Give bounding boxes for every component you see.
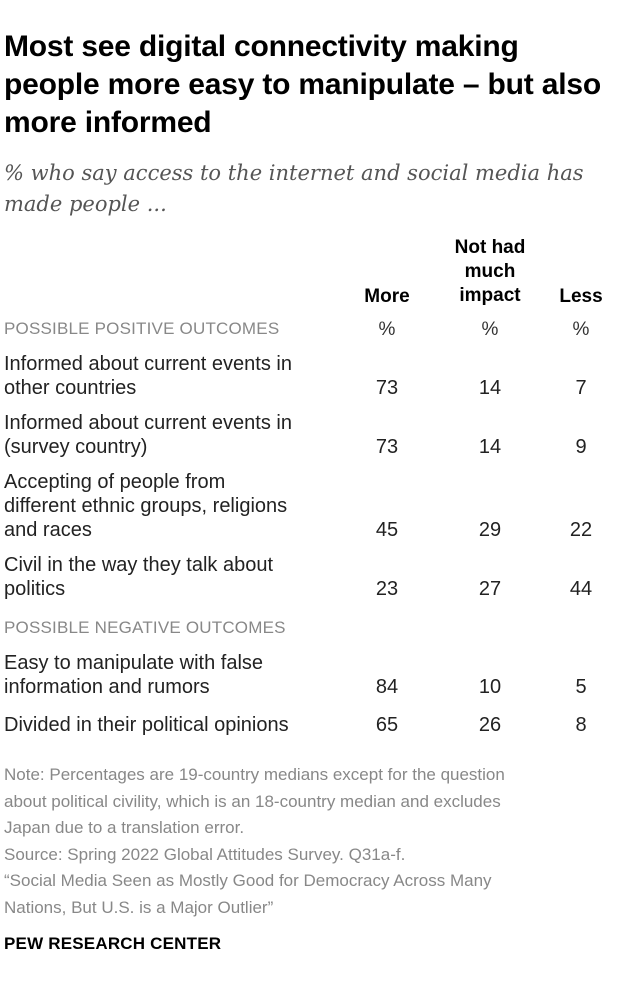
- percent-sign-more: %: [378, 319, 396, 340]
- brand-logo-text: PEW RESEARCH CENTER: [4, 934, 222, 953]
- section-label-negative: POSSIBLE NEGATIVE OUTCOMES: [4, 618, 286, 637]
- value-not-had-much-impact: 10: [478, 676, 502, 698]
- value-less: 7: [575, 377, 587, 399]
- value-more: 65: [375, 714, 399, 736]
- chart-title: Most see digital connectivity making peo…: [4, 30, 601, 139]
- percent-sign-less: %: [572, 319, 590, 340]
- column-header-not-had-much-impact: Not had much impact: [454, 237, 526, 306]
- row-label: Accepting of people from different ethni…: [4, 471, 288, 541]
- row-label: Informed about current events in (survey…: [4, 412, 292, 458]
- value-more: 84: [375, 676, 399, 698]
- column-header-more: More: [364, 286, 410, 307]
- value-not-had-much-impact: 27: [478, 578, 502, 600]
- value-less: 22: [569, 519, 593, 541]
- value-less: 44: [569, 578, 593, 600]
- value-not-had-much-impact: 29: [478, 519, 502, 541]
- row-label: Easy to manipulate with false informatio…: [4, 652, 264, 698]
- column-header-less: Less: [559, 286, 603, 307]
- value-less: 8: [575, 714, 587, 736]
- row-label: Informed about current events in other c…: [4, 353, 292, 399]
- chart-note: Note: Percentages are 19-country medians…: [4, 762, 614, 921]
- row-label: Civil in the way they talk about politic…: [4, 554, 274, 600]
- value-more: 23: [375, 578, 399, 600]
- section-label-positive: POSSIBLE POSITIVE OUTCOMES: [4, 319, 280, 338]
- report-title: “Social Media Seen as Mostly Good for De…: [4, 871, 492, 890]
- value-less: 5: [575, 676, 587, 698]
- chart-source: Source: Spring 2022 Global Attitudes Sur…: [4, 844, 406, 864]
- percent-sign-not-had: %: [481, 319, 499, 340]
- value-not-had-much-impact: 14: [478, 377, 502, 399]
- value-more: 45: [375, 519, 399, 541]
- value-less: 9: [575, 436, 587, 458]
- value-not-had-much-impact: 26: [478, 714, 502, 736]
- value-more: 73: [375, 436, 399, 458]
- chart-subtitle: % who say access to the internet and soc…: [4, 161, 584, 216]
- value-not-had-much-impact: 14: [478, 436, 502, 458]
- row-label: Divided in their political opinions: [4, 714, 289, 736]
- value-more: 73: [375, 377, 399, 399]
